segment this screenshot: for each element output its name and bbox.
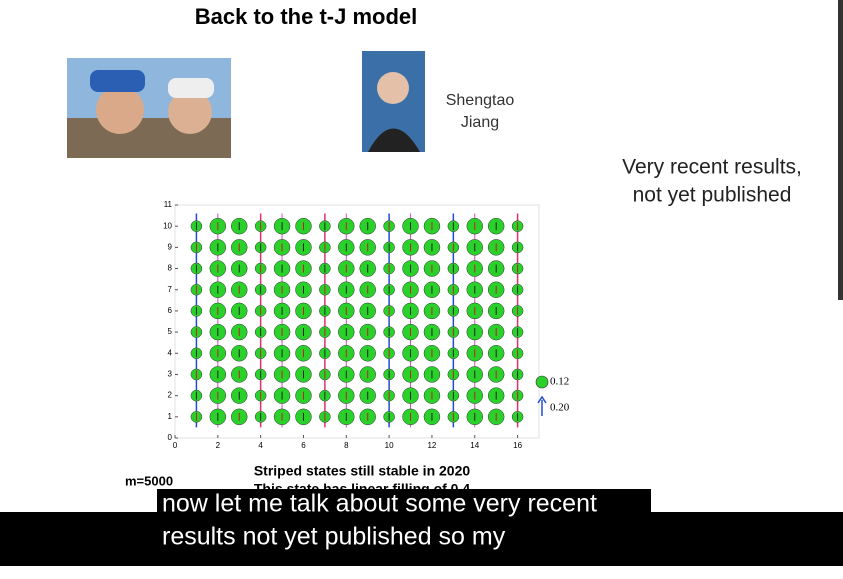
- subtitle-box: [157, 489, 651, 519]
- y-tick-label: 3: [168, 370, 173, 379]
- subtitle-bar: [0, 512, 843, 566]
- subtitle-line: results not yet published so my: [162, 523, 506, 551]
- photo-1: [67, 58, 231, 158]
- y-tick-label: 2: [168, 391, 173, 400]
- legend-label: 0.20: [550, 402, 570, 414]
- x-tick-label: 4: [258, 441, 263, 450]
- legend-arrow-head: [537, 395, 547, 404]
- x-tick-label: 12: [427, 441, 436, 450]
- caption: Striped states still stable in 2020: [254, 463, 471, 479]
- x-tick-label: 0: [173, 441, 178, 450]
- photo-face: [168, 90, 212, 134]
- y-tick-label: 4: [168, 348, 173, 357]
- photo-2: [362, 51, 425, 152]
- photo-suit: [368, 128, 420, 152]
- edge-strip: [838, 0, 843, 300]
- x-tick-label: 2: [216, 441, 221, 450]
- x-tick-label: 14: [470, 441, 479, 450]
- plot-frame: [174, 204, 540, 439]
- photo-face: [377, 72, 409, 104]
- photo-face: [96, 86, 144, 134]
- legend-label: 0.12: [550, 376, 569, 388]
- y-tick-label: 5: [168, 327, 173, 336]
- y-tick-label: 6: [168, 306, 173, 315]
- x-tick-label: 10: [385, 441, 394, 450]
- x-tick-label: 16: [513, 441, 522, 450]
- m-label: m=5000: [125, 473, 173, 488]
- y-tick-label: 10: [163, 221, 172, 230]
- y-tick-label: 0: [168, 433, 173, 442]
- slide-title: Back to the t-J model: [195, 4, 417, 29]
- person-name: Shengtao: [446, 92, 515, 109]
- y-tick-label: 1: [168, 412, 173, 421]
- subtitle-line: now let me talk about some very recent: [162, 490, 597, 518]
- legend-circle: [535, 375, 549, 389]
- x-tick-label: 8: [344, 441, 349, 450]
- photo-cap: [90, 70, 145, 92]
- y-tick-label: 9: [168, 242, 173, 251]
- person-name: Jiang: [461, 114, 499, 131]
- photo-cap: [168, 78, 214, 98]
- y-tick-label: 7: [168, 285, 173, 294]
- x-tick-label: 6: [301, 441, 306, 450]
- y-tick-label: 11: [164, 200, 173, 209]
- note: not yet published: [633, 184, 792, 207]
- note: Very recent results,: [622, 156, 802, 179]
- y-tick-label: 8: [168, 264, 173, 273]
